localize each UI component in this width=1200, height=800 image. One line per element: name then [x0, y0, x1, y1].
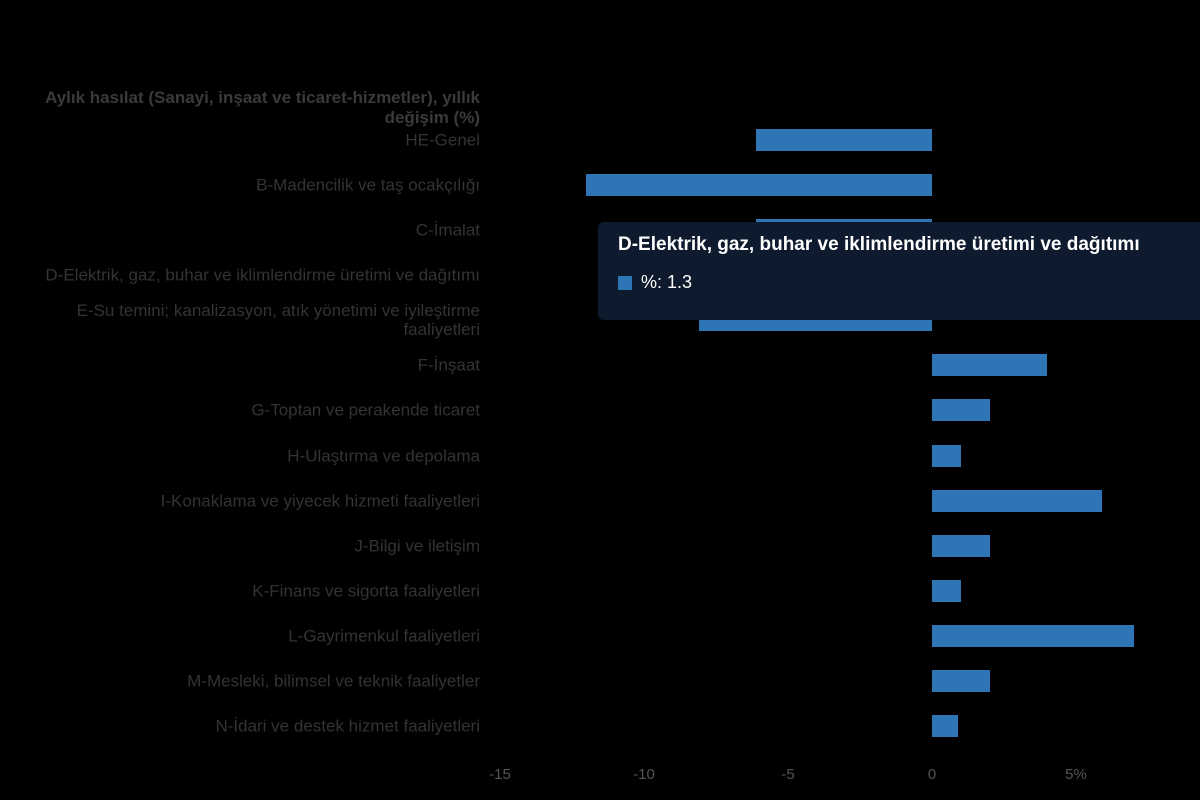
x-axis-tick-label: -5 [781, 766, 795, 783]
category-label: F-İnşaat [417, 355, 480, 375]
category-label: H-Ulaştırma ve depolama [287, 446, 480, 466]
chart-title: Aylık hasılat (Sanayi, inşaat ve ticaret… [45, 88, 480, 127]
category-label: C-İmalat [415, 220, 480, 240]
x-axis-tick-label: 0 [927, 766, 937, 783]
bar[interactable] [756, 129, 932, 151]
bar[interactable] [932, 669, 990, 692]
bar[interactable] [932, 489, 1102, 512]
category-label: N-İdari ve destek hizmet faaliyetleri [215, 716, 480, 736]
bar[interactable] [932, 354, 1048, 377]
bar[interactable] [932, 715, 958, 738]
series-marker-icon [618, 275, 632, 290]
tooltip-row: %: 1.3 [618, 272, 1200, 293]
category-label: G-Toptan ve perakende ticaret [251, 400, 480, 420]
bar[interactable] [932, 444, 961, 467]
tooltip-title: D-Elektrik, gaz, buhar ve iklimlendirme … [618, 234, 1140, 255]
bar[interactable] [932, 534, 990, 557]
category-label: D-Elektrik, gaz, buhar ve iklimlendirme … [45, 265, 480, 285]
bar[interactable] [932, 624, 1134, 647]
category-label: K-Finans ve sigorta faaliyetleri [252, 581, 480, 601]
x-axis-tick-label: -15 [489, 766, 511, 783]
x-axis-tick-label: -10 [633, 766, 655, 783]
category-label: HE-Genel [405, 130, 480, 150]
bar[interactable] [932, 399, 990, 422]
category-label: I-Konaklama ve yiyecek hizmeti faaliyetl… [160, 491, 480, 511]
bar[interactable] [932, 579, 961, 602]
category-label: B-Madencilik ve taş ocakçılığı [256, 175, 480, 195]
category-label: L-Gayrimenkul faaliyetleri [288, 626, 480, 646]
category-label: M-Mesleki, bilimsel ve teknik faaliyetle… [187, 671, 480, 691]
category-label: J-Bilgi ve iletişim [354, 536, 480, 556]
tooltip-value: %: 1.3 [641, 272, 693, 292]
tooltip: D-Elektrik, gaz, buhar ve iklimlendirme … [598, 222, 1200, 320]
bar[interactable] [586, 174, 932, 197]
x-axis-tick-label: 5% [1065, 766, 1087, 783]
category-label: E-Su temini; kanalizasyon, atık yönetimi… [76, 301, 480, 340]
